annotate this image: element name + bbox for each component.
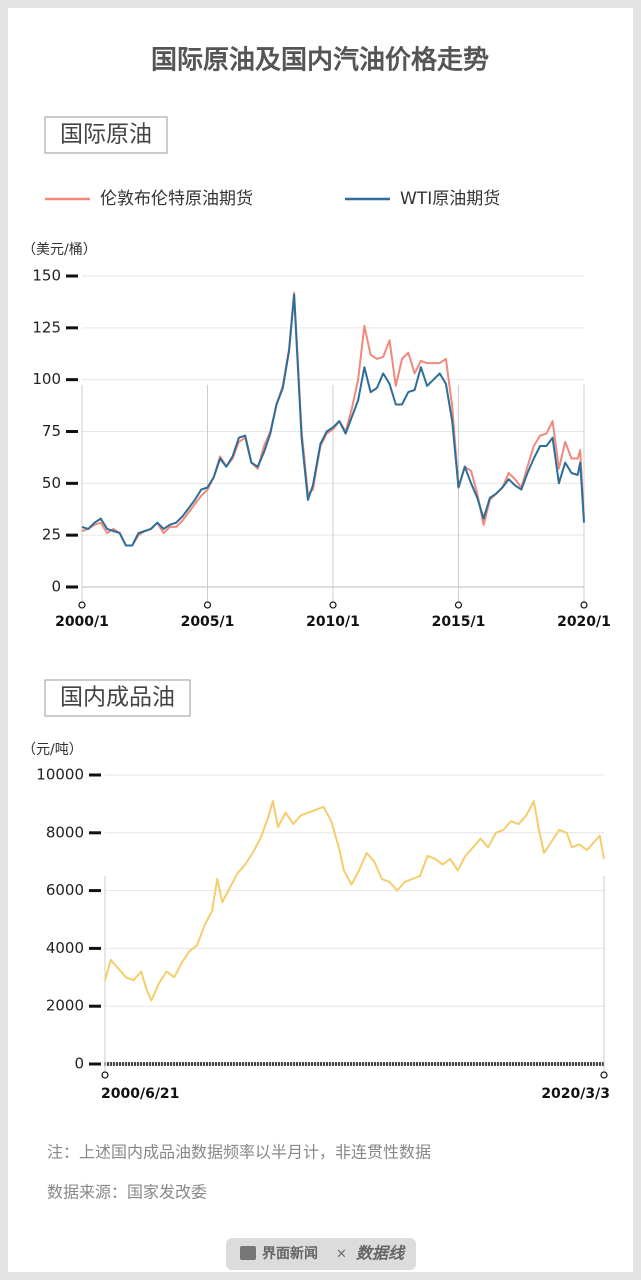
y-tick-label: 50 [42, 474, 61, 492]
x-tick-label: 2020/1 [557, 614, 611, 630]
legend-label: WTI原油期货 [400, 189, 500, 209]
section-title: 国际原油 [60, 122, 152, 148]
canvas [8, 8, 633, 1272]
y-tick-label: 25 [42, 526, 61, 544]
section-title: 国内成品油 [60, 685, 175, 711]
footer-brand: 界面新闻 [262, 1245, 318, 1262]
page-title: 国际原油及国内汽油价格走势 [151, 45, 489, 76]
y-tick-label: 100 [32, 370, 61, 388]
footer-partner: 数据线 [356, 1244, 406, 1263]
y-tick-label: 150 [32, 267, 61, 285]
x-tick-label: 2010/1 [306, 614, 360, 630]
y-tick-label: 6000 [46, 881, 84, 899]
x-tick-label: 2005/1 [181, 614, 235, 630]
y-unit: （美元/桶） [22, 242, 97, 258]
x-tick-label: 2015/1 [432, 614, 486, 630]
y-tick-label: 2000 [46, 997, 84, 1015]
footer-separator: × [336, 1247, 347, 1262]
note: 数据来源：国家发改委 [47, 1183, 207, 1202]
brand-icon [240, 1246, 256, 1260]
legend-label: 伦敦布伦特原油期货 [100, 189, 253, 209]
y-tick-label: 125 [32, 318, 61, 336]
series-line [104, 800, 605, 1002]
x-tick-dot [78, 601, 86, 609]
section-box [44, 679, 191, 717]
x-tick-dot [600, 1071, 608, 1079]
y-tick-label: 0 [51, 578, 61, 596]
y-tick-label: 10000 [36, 766, 84, 784]
x-tick-label: 2020/3/3 [541, 1086, 610, 1102]
x-tick-dot [580, 601, 588, 609]
x-tick-dot [203, 601, 212, 609]
y-unit: （元/吨） [22, 742, 83, 758]
series-line [81, 293, 585, 547]
y-tick-label: 75 [42, 422, 61, 440]
y-tick-label: 8000 [46, 823, 84, 841]
x-tick-dot [454, 601, 463, 609]
footer-badge [226, 1238, 416, 1270]
x-tick-dot [101, 1071, 109, 1079]
series-line [81, 291, 585, 547]
x-tick-label: 2000/1 [55, 614, 109, 630]
y-tick-label: 0 [74, 1055, 84, 1073]
x-tick-label: 2000/6/21 [101, 1086, 179, 1102]
y-tick-label: 4000 [46, 939, 84, 957]
x-tick-dot [329, 601, 337, 609]
section-box [44, 116, 168, 154]
note: 注：上述国内成品油数据频率以半月计，非连贯性数据 [47, 1143, 431, 1162]
